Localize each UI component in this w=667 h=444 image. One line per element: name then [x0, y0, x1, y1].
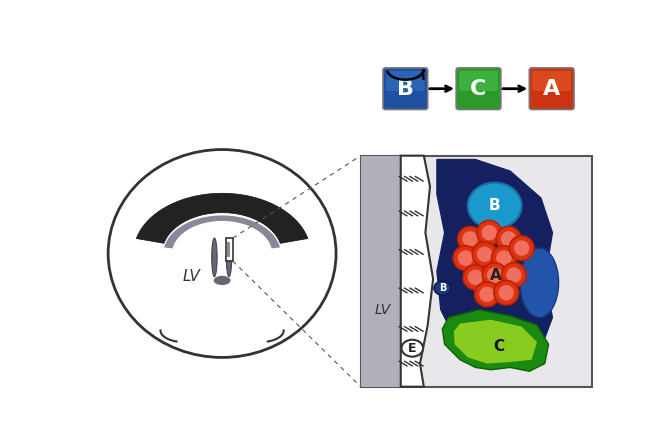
- Circle shape: [501, 231, 516, 246]
- Bar: [227, 242, 230, 258]
- Circle shape: [496, 226, 521, 251]
- FancyBboxPatch shape: [386, 71, 425, 91]
- FancyBboxPatch shape: [383, 68, 428, 110]
- Circle shape: [458, 250, 473, 266]
- Polygon shape: [136, 193, 308, 243]
- Polygon shape: [401, 156, 433, 387]
- Circle shape: [453, 246, 478, 270]
- Circle shape: [487, 267, 502, 283]
- Circle shape: [510, 236, 534, 261]
- FancyBboxPatch shape: [532, 71, 571, 91]
- Text: LV: LV: [374, 303, 390, 317]
- Text: B: B: [439, 283, 446, 293]
- Polygon shape: [454, 320, 537, 364]
- Text: C: C: [470, 79, 487, 99]
- Circle shape: [502, 263, 526, 287]
- Text: C: C: [493, 339, 504, 354]
- Text: LV: LV: [183, 269, 200, 284]
- Ellipse shape: [468, 182, 522, 229]
- Circle shape: [475, 282, 500, 307]
- Polygon shape: [164, 215, 280, 248]
- FancyBboxPatch shape: [530, 68, 574, 110]
- Text: B: B: [489, 198, 500, 213]
- Polygon shape: [442, 310, 548, 371]
- Polygon shape: [437, 159, 552, 364]
- Circle shape: [498, 285, 514, 301]
- Text: B: B: [397, 79, 414, 99]
- Ellipse shape: [434, 281, 451, 295]
- Circle shape: [463, 265, 488, 289]
- Bar: [226, 238, 233, 261]
- Text: E: E: [408, 342, 417, 355]
- Text: A: A: [490, 268, 502, 282]
- Ellipse shape: [213, 276, 231, 285]
- Circle shape: [472, 242, 497, 266]
- Circle shape: [458, 226, 482, 251]
- Circle shape: [496, 250, 512, 266]
- Ellipse shape: [402, 340, 423, 357]
- Text: A: A: [543, 79, 560, 99]
- Circle shape: [506, 267, 522, 283]
- Circle shape: [482, 263, 507, 287]
- Circle shape: [477, 220, 502, 245]
- Bar: [361, 156, 592, 387]
- Bar: [361, 156, 401, 387]
- FancyBboxPatch shape: [460, 71, 498, 91]
- Circle shape: [494, 281, 518, 305]
- Circle shape: [462, 231, 478, 246]
- Ellipse shape: [226, 238, 231, 277]
- Ellipse shape: [520, 248, 558, 317]
- Circle shape: [514, 240, 530, 256]
- Circle shape: [480, 286, 495, 302]
- Circle shape: [468, 270, 483, 285]
- Ellipse shape: [211, 238, 217, 277]
- Circle shape: [492, 246, 516, 270]
- Circle shape: [477, 246, 492, 262]
- Circle shape: [482, 225, 497, 240]
- FancyBboxPatch shape: [456, 68, 501, 110]
- Ellipse shape: [108, 150, 336, 357]
